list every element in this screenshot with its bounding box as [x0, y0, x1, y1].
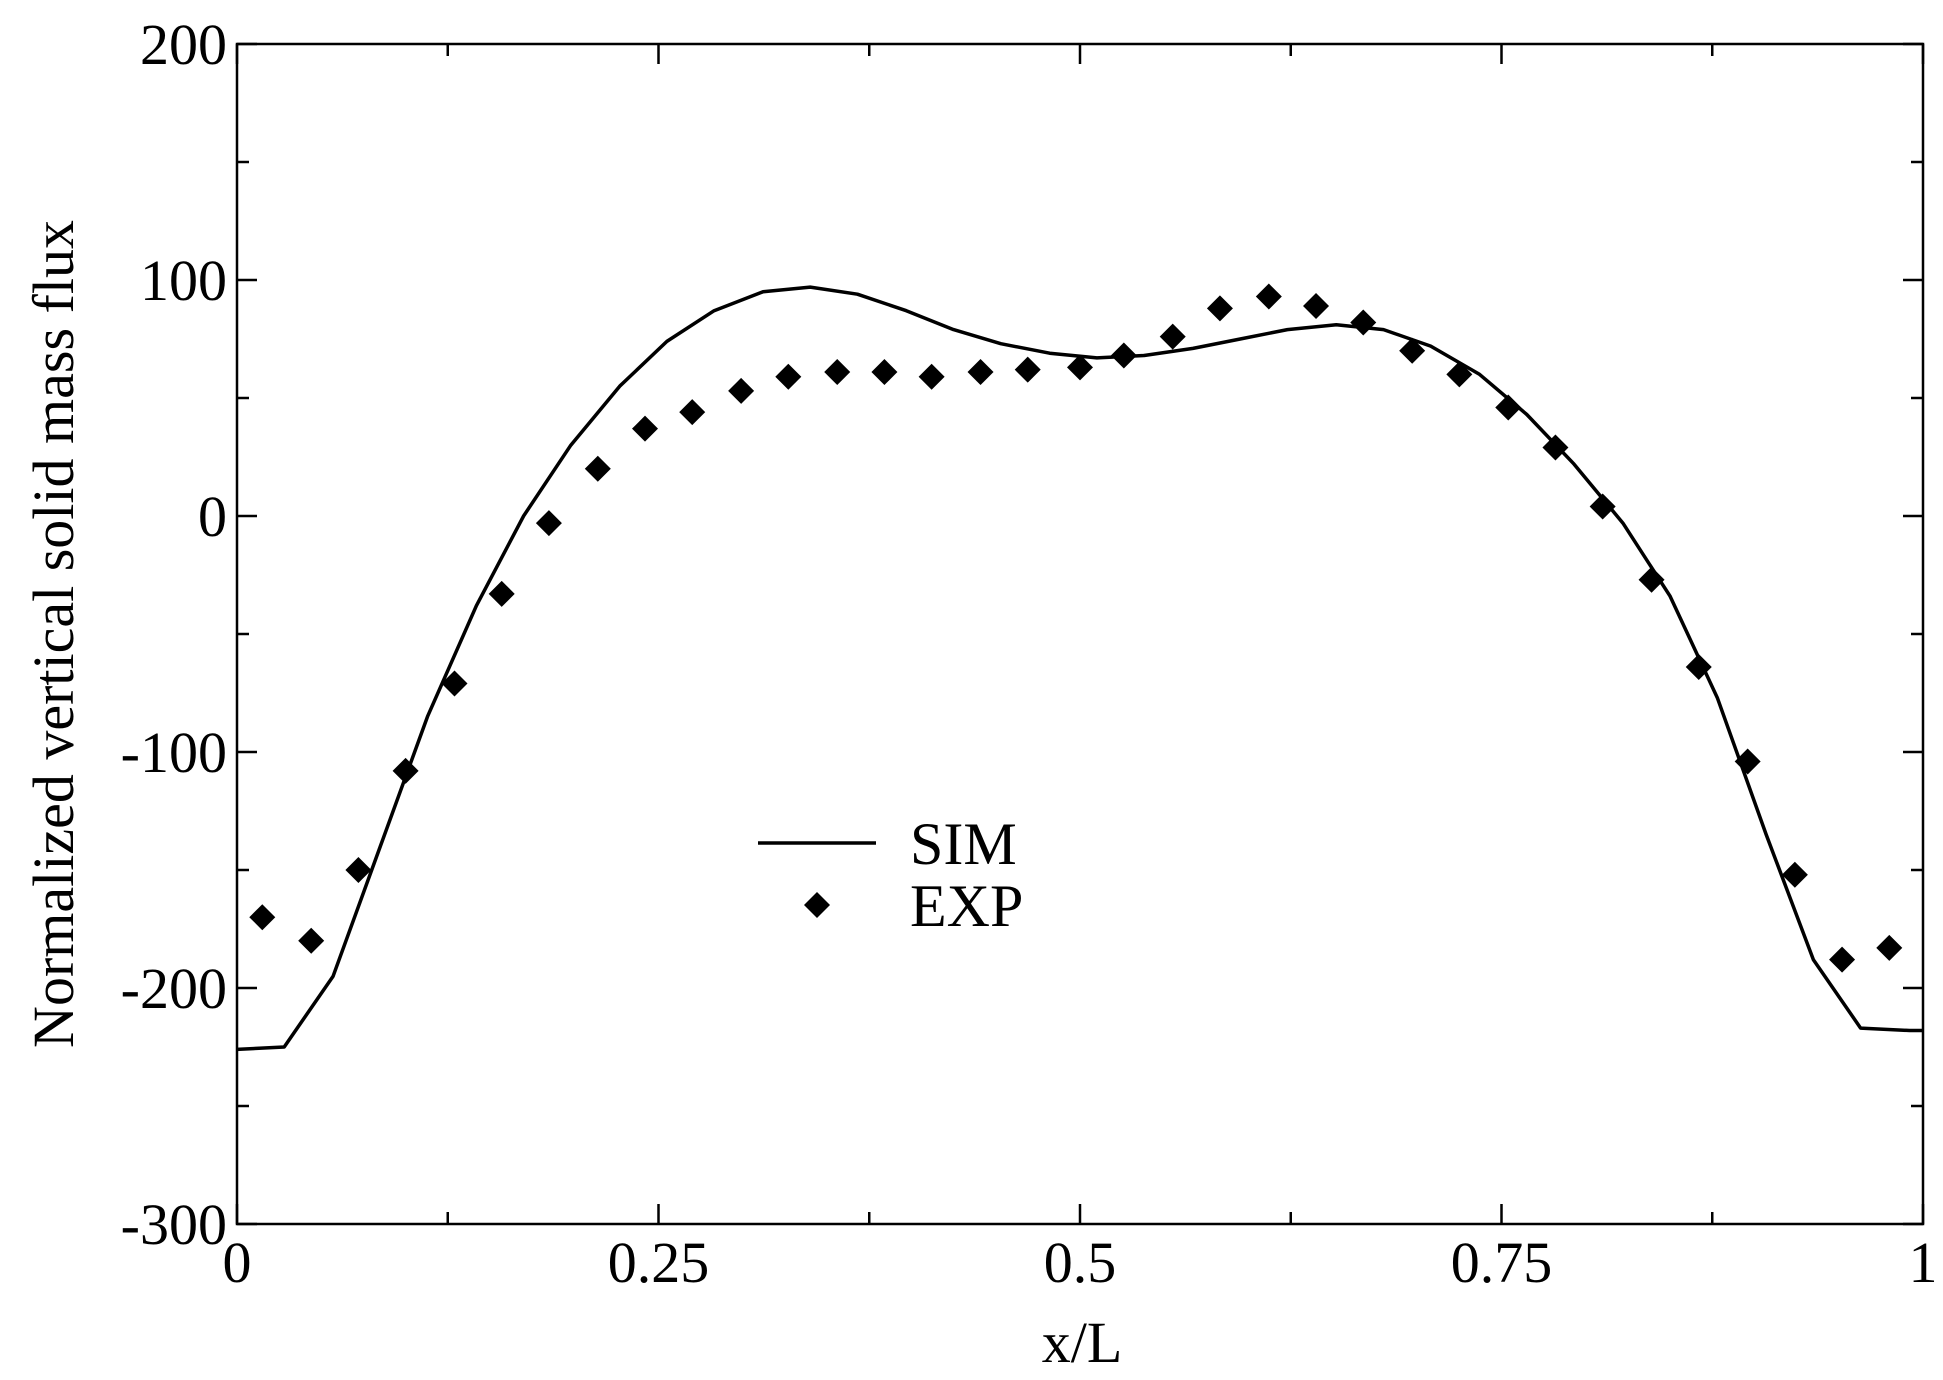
exp-point	[1350, 309, 1377, 336]
y-tick-label: 100	[140, 248, 227, 313]
axis-tick-labels: 0 0.25 0.5 0.75 1 -300 -200 -100 0 100 200	[121, 12, 1938, 1295]
exp-point	[632, 415, 659, 442]
exp-point	[1829, 946, 1856, 973]
exp-point	[1206, 295, 1233, 322]
exp-point	[249, 904, 276, 931]
exp-point	[1734, 748, 1761, 775]
exp-point	[1255, 283, 1282, 310]
exp-point	[1110, 342, 1137, 369]
x-tick-label: 0.75	[1451, 1230, 1553, 1295]
exp-point	[1638, 566, 1665, 593]
exp-point	[728, 377, 755, 404]
exp-point	[1159, 323, 1186, 350]
y-tick-label: 200	[140, 12, 227, 77]
y-tick-label: -200	[121, 956, 227, 1021]
axis-ticks	[235, 42, 1925, 1226]
legend-label-exp: EXP	[910, 873, 1023, 939]
exp-point	[392, 757, 419, 784]
exp-point	[1589, 493, 1616, 520]
exp-point	[441, 670, 468, 697]
exp-point	[1014, 356, 1041, 383]
plot-area	[236, 283, 1923, 1052]
exp-point	[1446, 361, 1473, 388]
exp-point	[535, 510, 562, 537]
exp-point	[967, 359, 994, 386]
exp-point	[1542, 434, 1569, 461]
exp-point	[918, 363, 945, 390]
exp-point	[298, 927, 325, 954]
series-markers-exp	[249, 283, 1903, 973]
x-axis-title: x/L	[1042, 1310, 1123, 1375]
exp-point	[584, 455, 611, 482]
exp-point	[345, 857, 372, 883]
exp-point	[488, 580, 515, 607]
exp-point	[1303, 292, 1330, 319]
exp-point	[1781, 861, 1808, 888]
x-tick-label: 0.5	[1044, 1230, 1117, 1295]
x-tick-label: 0.25	[608, 1230, 710, 1295]
y-tick-label: -300	[121, 1192, 227, 1257]
legend-swatch-exp	[804, 892, 830, 918]
exp-point	[1067, 354, 1093, 381]
exp-point	[775, 363, 802, 390]
y-axis-title: Normalized vertical solid mass flux	[21, 220, 86, 1048]
exp-point	[1876, 934, 1903, 961]
legend-label-sim: SIM	[910, 811, 1017, 877]
series-line-sim	[236, 285, 1923, 1052]
exp-point	[1399, 337, 1426, 364]
y-tick-label: -100	[121, 720, 227, 785]
exp-point	[1685, 654, 1712, 681]
exp-point	[824, 359, 851, 386]
x-tick-label: 1	[1909, 1230, 1938, 1295]
x-tick-label: 0	[223, 1230, 252, 1295]
exp-point	[1495, 394, 1522, 421]
exp-point	[679, 399, 706, 426]
y-tick-label: 0	[198, 484, 227, 549]
legend: SIM EXP	[758, 811, 1023, 939]
exp-point	[871, 359, 898, 386]
